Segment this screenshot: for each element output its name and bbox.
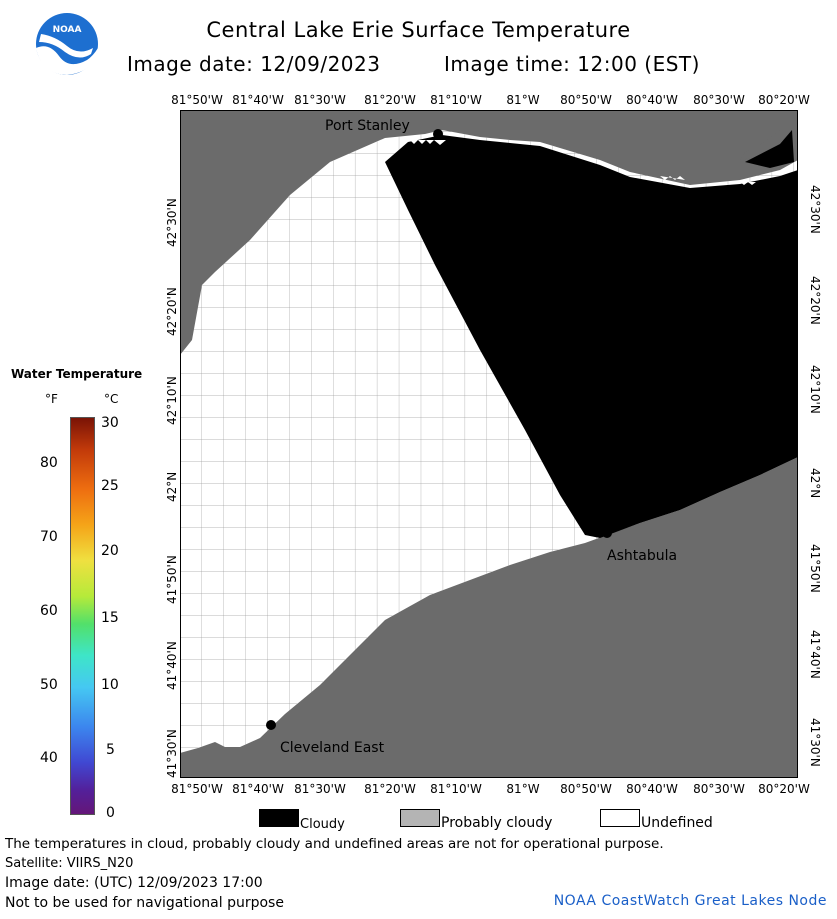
lat-label: 41°30'N [808, 718, 822, 767]
place-cleveland-east: Cleveland East [280, 740, 385, 756]
legend-cloudy-swatch [259, 809, 299, 827]
lat-label: 42°30'N [165, 198, 179, 247]
lon-label: 80°40'W [626, 782, 678, 796]
legend-c-tick: 15 [101, 610, 119, 626]
legend-f-tick: 80 [40, 455, 58, 471]
place-ashtabula: Ashtabula [607, 548, 678, 564]
noaa-logo: NOAA [36, 13, 98, 75]
legend-c-tick: 0 [106, 805, 115, 821]
lat-label: 42°N [808, 468, 822, 499]
legend-c-tick: 30 [101, 415, 119, 431]
legend-cloudy-label: Cloudy [300, 817, 345, 832]
lon-label: 81°30'W [294, 782, 346, 796]
lat-label: 41°50'N [808, 544, 822, 593]
lake-map [180, 110, 798, 778]
legend-title: Water Temperature [11, 367, 143, 381]
footer-disclaimer: The temperatures in cloud, probably clou… [5, 836, 664, 852]
image-time-label: Image time: 12:00 (EST) [444, 52, 700, 76]
legend-c-tick: 5 [106, 742, 115, 758]
noaa-logo-text: NOAA [53, 25, 82, 35]
lon-label: 81°10'W [430, 782, 482, 796]
legend-c-tick: 25 [101, 478, 119, 494]
cloud-region [385, 135, 798, 538]
legend-probably-cloudy-label: Probably cloudy [441, 815, 553, 831]
legend-c-tick: 20 [101, 543, 119, 559]
lat-label: 42°10'N [808, 365, 822, 414]
lon-label: 81°40'W [232, 93, 284, 107]
lon-label: 80°20'W [758, 782, 810, 796]
legend-f-tick: 60 [40, 603, 58, 619]
port-stanley-marker [433, 129, 443, 139]
lat-label: 41°40'N [165, 641, 179, 690]
lon-label: 81°40'W [232, 782, 284, 796]
lon-label: 80°30'W [693, 93, 745, 107]
ashtabula-marker [602, 528, 612, 538]
lon-label: 80°20'W [758, 93, 810, 107]
image-date-label: Image date: 12/09/2023 [127, 52, 381, 76]
lat-label: 41°30'N [165, 729, 179, 778]
lon-label: 80°30'W [693, 782, 745, 796]
footer-satellite: Satellite: VIIRS_N20 [5, 856, 134, 871]
lat-label: 42°30'N [808, 185, 822, 234]
lon-label: 81°30'W [294, 93, 346, 107]
lon-label: 81°W [506, 782, 540, 796]
lon-label: 81°50'W [171, 782, 223, 796]
lat-label: 42°N [165, 471, 179, 502]
legend-unit-f: °F [45, 392, 58, 406]
lat-label: 42°10'N [165, 376, 179, 425]
legend-c-tick: 10 [101, 677, 119, 693]
lon-label: 80°40'W [626, 93, 678, 107]
lon-label: 81°50'W [171, 93, 223, 107]
temperature-color-bar [70, 417, 95, 815]
lon-label: 81°20'W [364, 93, 416, 107]
map-title: Central Lake Erie Surface Temperature [206, 18, 631, 42]
place-port-stanley: Port Stanley [325, 118, 410, 134]
lat-label: 42°20'N [165, 287, 179, 336]
lon-label: 81°20'W [364, 782, 416, 796]
legend-probably-cloudy-swatch [400, 809, 440, 827]
lat-label: 41°40'N [808, 630, 822, 679]
legend-f-tick: 50 [40, 677, 58, 693]
lon-label: 80°50'W [560, 782, 612, 796]
legend-f-tick: 40 [40, 750, 58, 766]
cleveland-east-marker [266, 720, 276, 730]
north-shore-inlet [745, 130, 794, 168]
lat-label: 41°50'N [165, 555, 179, 604]
lat-label: 42°20'N [808, 276, 822, 325]
legend-f-tick: 70 [40, 529, 58, 545]
legend-undefined-swatch [600, 809, 640, 827]
legend-undefined-label: Undefined [641, 815, 713, 831]
lon-label: 81°10'W [430, 93, 482, 107]
footer-utc-date: Image date: (UTC) 12/09/2023 17:00 [5, 875, 263, 891]
lon-label: 80°50'W [560, 93, 612, 107]
footer-nav-warning: Not to be used for navigational purpose [5, 895, 284, 911]
footer-credit: NOAA CoastWatch Great Lakes Node [553, 893, 827, 909]
lon-label: 81°W [506, 93, 540, 107]
legend-unit-c: °C [104, 392, 119, 406]
